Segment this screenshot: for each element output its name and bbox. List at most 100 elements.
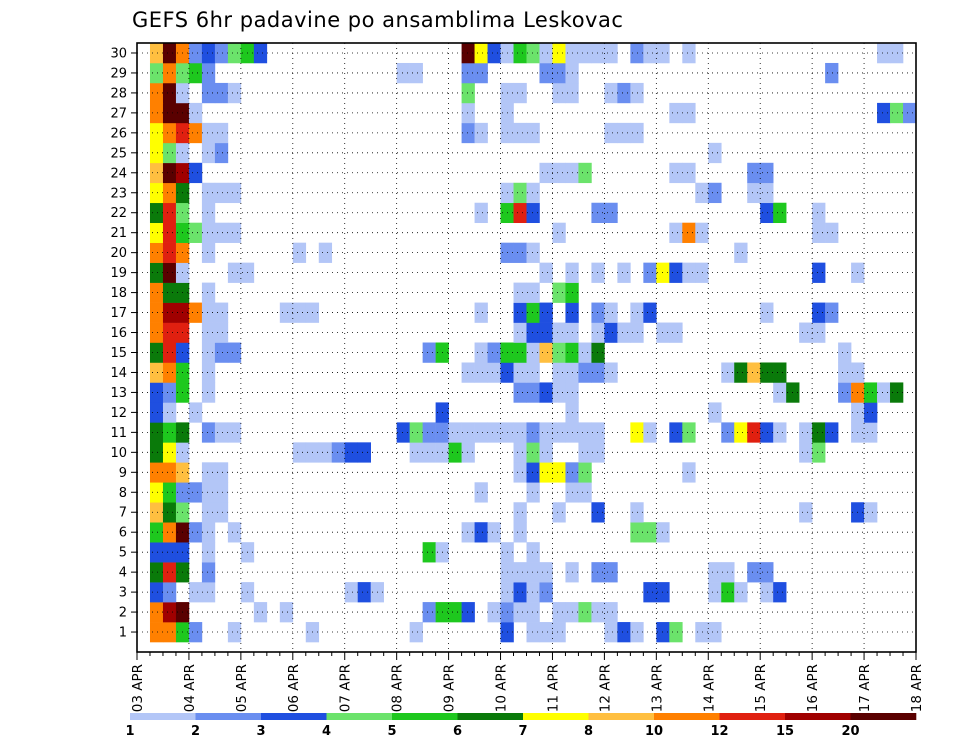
precip-cell <box>812 222 826 243</box>
precip-cell <box>539 322 553 343</box>
precip-cell <box>552 162 566 184</box>
precip-cell <box>708 182 722 204</box>
precip-cell <box>461 602 475 623</box>
x-tick-label: 07 APR <box>338 664 354 712</box>
precip-cell <box>227 82 242 104</box>
precip-cell <box>526 562 540 583</box>
precip-cell <box>552 82 566 104</box>
precip-cell <box>253 43 268 64</box>
precip-cell <box>578 342 592 363</box>
precip-cell <box>526 202 540 224</box>
colorbar-swatch <box>457 713 524 720</box>
precip-cell <box>513 242 527 263</box>
precip-cell <box>578 482 592 503</box>
x-axis-ticks: 03 APR 04 APR 05 APR 06 APR 07 APR 08 APR 09 A… <box>130 652 925 712</box>
precip-cell <box>708 142 722 164</box>
colorbar-swatch <box>654 713 720 720</box>
precip-cell <box>539 62 553 84</box>
precip-cell <box>162 562 177 583</box>
precip-cell <box>487 522 501 543</box>
precip-cell <box>799 442 813 463</box>
precip-cell <box>227 622 242 643</box>
precip-cell <box>513 302 527 323</box>
precip-cell <box>357 582 371 603</box>
precip-cell <box>331 442 346 463</box>
precip-cell <box>149 282 164 303</box>
precip-cell <box>487 43 501 64</box>
precip-cell <box>188 522 203 543</box>
colorbar-swatch <box>850 713 917 720</box>
colorbar-label: 12 <box>710 724 728 739</box>
precip-cell <box>760 562 774 583</box>
precip-cell <box>890 382 904 403</box>
y-tick-label: 30 <box>110 46 127 61</box>
colorbar-label: 8 <box>584 724 593 739</box>
precip-cell <box>162 482 177 503</box>
precip-cell <box>682 43 696 64</box>
precip-cell <box>513 602 527 623</box>
precip-cell <box>188 222 203 243</box>
y-tick-label: 7 <box>119 506 127 521</box>
precip-cell <box>760 162 774 184</box>
precip-cell <box>643 262 657 283</box>
y-tick-label: 16 <box>110 326 127 341</box>
precip-cell <box>162 182 177 204</box>
precip-cell <box>617 262 631 283</box>
precip-cell <box>669 262 683 283</box>
precip-cell <box>162 222 177 243</box>
precip-cell <box>669 322 683 343</box>
precip-cell <box>838 342 852 363</box>
precip-cell <box>604 122 618 144</box>
precip-cell <box>747 162 761 184</box>
colorbar-swatch <box>392 713 458 720</box>
precip-cell <box>201 322 216 343</box>
colorbar-swatch <box>326 713 393 720</box>
precip-cell <box>448 422 462 443</box>
precip-cell <box>227 422 242 443</box>
precip-cell <box>149 342 164 363</box>
precip-cell <box>838 362 852 383</box>
precip-cell <box>149 402 164 423</box>
colorbar-label: 5 <box>387 724 396 739</box>
precip-cell <box>318 442 333 463</box>
precip-cell <box>682 102 696 124</box>
precip-cell <box>422 422 436 443</box>
precip-cell <box>149 242 164 263</box>
precip-cell <box>890 102 904 124</box>
precip-cell <box>227 522 242 543</box>
precip-cell <box>162 43 177 64</box>
precip-cell <box>422 442 436 463</box>
precip-cell <box>214 122 229 144</box>
precip-cell <box>149 362 164 383</box>
precip-cell <box>760 362 774 383</box>
y-tick-label: 17 <box>110 306 127 321</box>
precip-cell <box>227 43 242 64</box>
precip-cell <box>487 362 501 383</box>
precip-cell <box>526 302 540 323</box>
x-tick-label: 15 APR <box>753 664 769 712</box>
x-tick-label: 10 APR <box>494 664 510 712</box>
precip-cell <box>864 502 878 523</box>
precip-cell <box>513 282 527 303</box>
colorbar-label: 4 <box>322 724 331 739</box>
precip-cell <box>227 262 242 283</box>
x-tick-label: 09 APR <box>442 664 458 712</box>
precip-cell <box>149 122 164 144</box>
precip-cell <box>149 462 164 483</box>
precip-cell <box>201 242 216 263</box>
precip-cell <box>591 342 605 363</box>
colorbar-label: 7 <box>518 724 527 739</box>
precip-cell <box>760 302 774 323</box>
y-tick-label: 29 <box>110 66 127 81</box>
precip-cell <box>162 542 177 563</box>
precip-cell <box>695 622 709 643</box>
precip-cell <box>734 362 748 383</box>
precip-cell <box>877 382 891 403</box>
precip-cell <box>773 582 787 603</box>
precip-cell <box>461 362 475 383</box>
precip-cell <box>682 222 696 243</box>
precip-cell <box>708 402 722 423</box>
precip-cell <box>149 82 164 104</box>
precip-cell <box>344 442 359 463</box>
